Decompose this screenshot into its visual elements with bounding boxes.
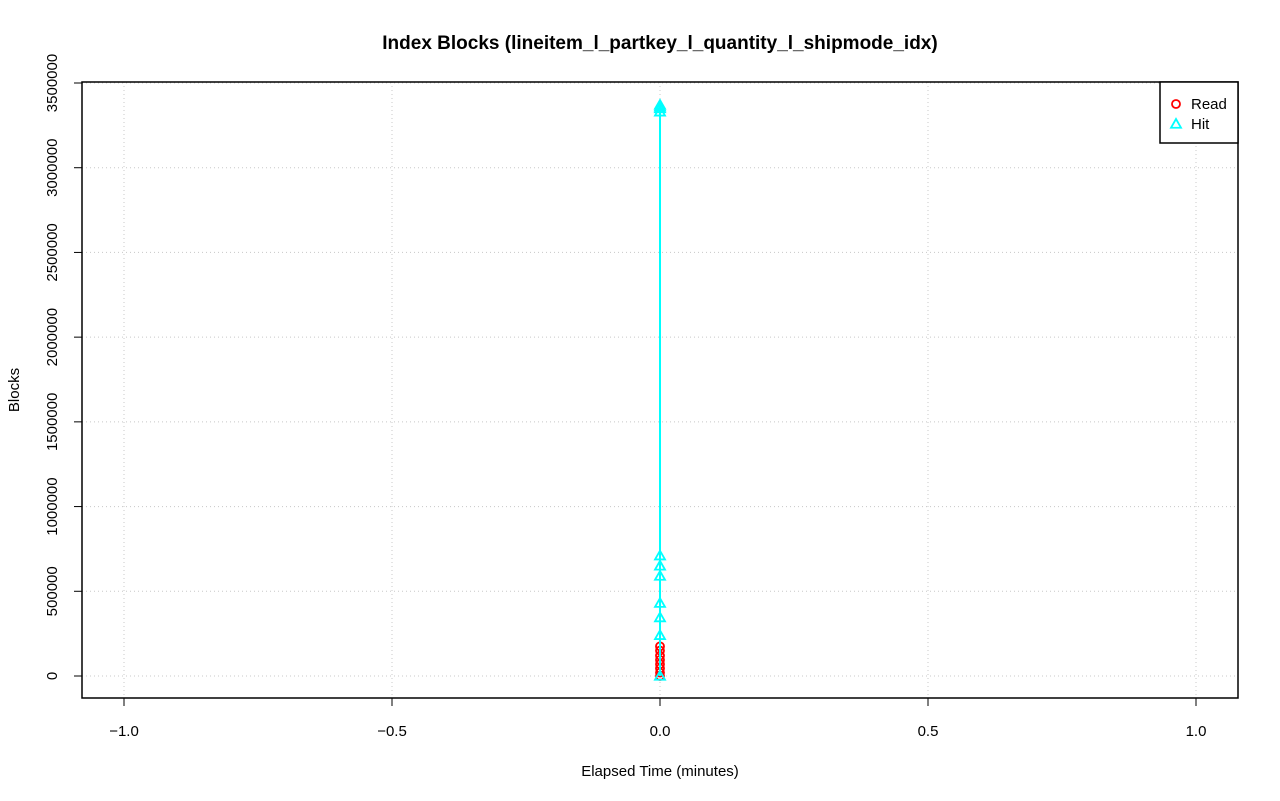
data-point-hit [653, 596, 667, 608]
x-tick-label: 0.5 [918, 723, 939, 740]
y-tick-label: 1500000 [44, 393, 61, 451]
x-axis-label: Elapsed Time (minutes) [581, 763, 739, 780]
y-axis: 0 500000 1000000 1500000 2000000 2500000 30000… [44, 54, 82, 680]
data-point-hit [653, 98, 667, 110]
data-point-hit [653, 669, 667, 681]
x-tick-label: 0.0 [650, 723, 671, 740]
legend: Read Hit [1159, 81, 1239, 144]
legend-label-read: Read [1191, 96, 1227, 113]
series-hit [653, 98, 667, 681]
legend-marker-read [1171, 99, 1181, 109]
x-tick-label: 1.0 [1186, 723, 1207, 740]
y-tick-label: 2000000 [44, 308, 61, 366]
chart-title: Index Blocks (lineitem_l_partkey_l_quant… [382, 33, 937, 54]
y-tick-label: 3500000 [44, 54, 61, 112]
x-axis: −1.0 −0.5 0.0 0.5 1.0 [109, 698, 1206, 740]
y-tick-label: 2500000 [44, 223, 61, 281]
data-point-hit [653, 569, 667, 581]
data-point-hit [653, 559, 667, 571]
y-tick-label: 3000000 [44, 139, 61, 197]
data-point-hit [653, 628, 667, 640]
data-point-hit [653, 610, 667, 623]
legend-box [1159, 81, 1239, 144]
x-tick-label: −1.0 [109, 723, 139, 740]
y-tick-label: 1000000 [44, 477, 61, 535]
y-tick-label: 0 [44, 672, 61, 680]
legend-label-hit: Hit [1191, 116, 1210, 133]
legend-marker-hit [1169, 117, 1183, 129]
y-axis-label: Blocks [6, 368, 23, 412]
x-tick-label: −0.5 [377, 723, 407, 740]
series-layer [653, 98, 667, 681]
y-tick-label: 500000 [44, 566, 61, 616]
data-point-hit [653, 548, 667, 561]
